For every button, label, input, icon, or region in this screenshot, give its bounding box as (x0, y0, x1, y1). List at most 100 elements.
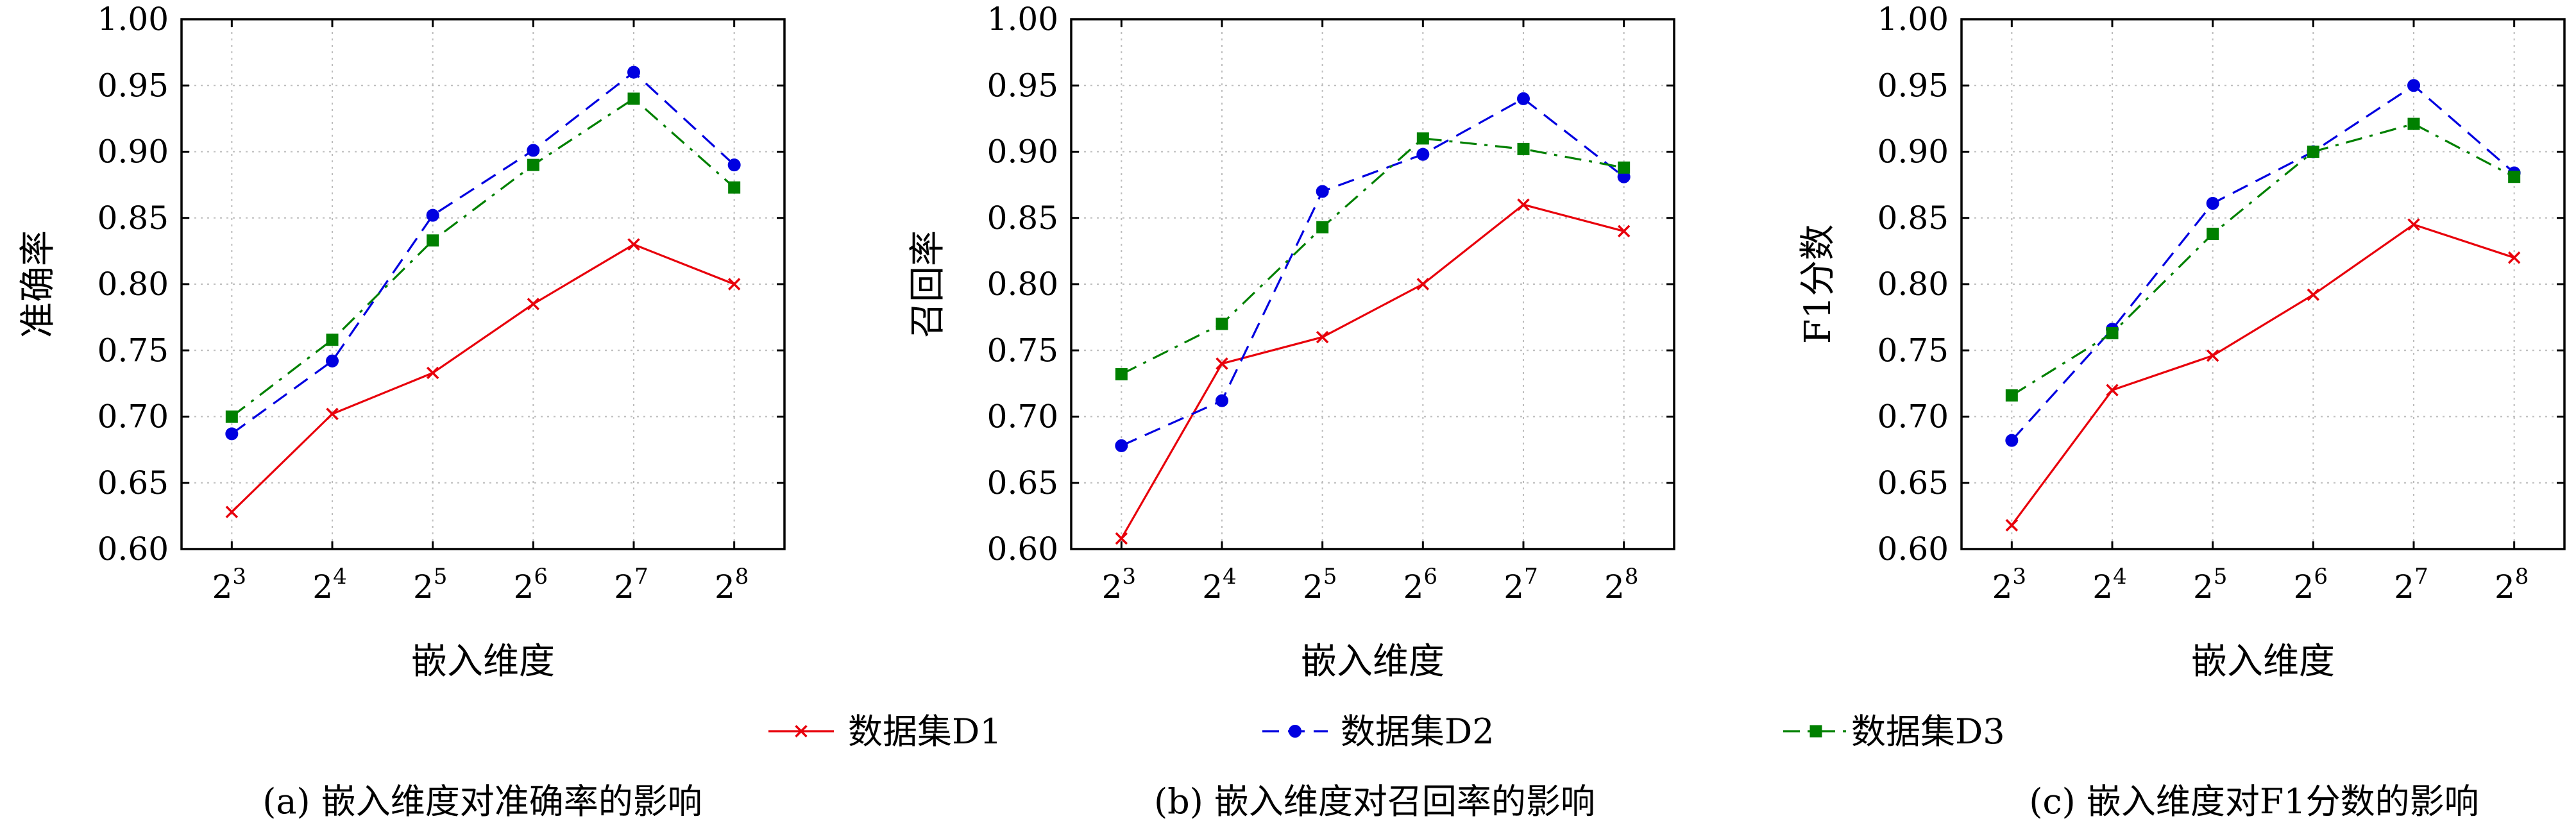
y-tick-label: 0.85 (97, 199, 169, 237)
x-tick-base: 2 (2193, 568, 2214, 606)
x-tick-exponent: 7 (1524, 564, 1538, 589)
x-tick-exponent: 6 (2314, 564, 2328, 589)
y-tick-label: 0.95 (97, 67, 169, 104)
x-tick-label: 24 (1202, 564, 1236, 606)
x-tick-label: 26 (2294, 564, 2328, 606)
x-tick-base: 2 (1202, 568, 1223, 606)
y-tick-label: 0.60 (987, 530, 1058, 568)
data-point (426, 208, 439, 222)
x-tick-exponent: 8 (735, 564, 749, 589)
data-point (2407, 117, 2420, 130)
x-tick-label: 28 (1604, 564, 1638, 606)
data-point (2005, 434, 2019, 447)
data-point (225, 505, 239, 518)
plot-frame (1070, 18, 1675, 550)
x-tick-exponent: 6 (534, 564, 548, 589)
x-tick-base: 2 (413, 568, 434, 606)
legend-marker (1809, 725, 1822, 738)
x-tick-label: 24 (2092, 564, 2126, 606)
legend-label: 数据集D3 (1851, 711, 2005, 752)
x-tick-label: 26 (514, 564, 548, 606)
x-tick-base: 2 (212, 568, 233, 606)
chart-caption: (c) 嵌入维度对F1分数的影响 (2029, 781, 2479, 822)
x-tick-label: 28 (2495, 564, 2529, 606)
series-line (2011, 84, 2515, 441)
y-tick-label: 0.85 (1877, 199, 1949, 237)
data-point (225, 427, 239, 441)
y-tick-label: 0.90 (1877, 133, 1949, 171)
data-point (1216, 318, 1228, 330)
x-tick-exponent: 4 (333, 564, 347, 589)
data-point (1517, 198, 1530, 211)
data-point (2407, 218, 2420, 231)
x-axis-label: 嵌入维度 (411, 641, 555, 682)
x-tick-base: 2 (1102, 568, 1123, 606)
data-point (2207, 228, 2219, 241)
series-3 (2005, 117, 2521, 402)
data-point (2106, 384, 2119, 396)
x-tick-base: 2 (614, 568, 634, 606)
y-tick-label: 0.80 (987, 266, 1058, 303)
y-tick-label: 0.95 (987, 67, 1058, 104)
y-tick-label: 0.70 (987, 398, 1058, 436)
data-point (527, 144, 540, 157)
y-tick-label: 0.95 (1877, 67, 1949, 104)
data-point (1416, 278, 1430, 291)
data-point (627, 65, 640, 79)
grid (182, 19, 784, 550)
x-tick-exponent: 7 (634, 564, 648, 589)
series-2 (225, 65, 741, 441)
legend-entry-3: 数据集D3 (1783, 711, 2005, 752)
y-tick-label: 0.65 (97, 464, 169, 502)
data-point (2005, 389, 2018, 402)
legend-marker (1289, 725, 1301, 738)
series-line (231, 243, 735, 513)
x-axis-label: 嵌入维度 (2191, 641, 2335, 682)
y-axis-label: F1分数 (1797, 224, 1839, 344)
plot-frame (1960, 18, 2566, 550)
series-line (2011, 223, 2515, 526)
x-tick-label: 23 (1992, 564, 2026, 606)
x-tick-base: 2 (2394, 568, 2414, 606)
x-tick-exponent: 7 (2414, 564, 2428, 589)
y-tick-label: 0.90 (97, 133, 169, 171)
chart-caption: (b) 嵌入维度对召回率的影响 (1154, 781, 1595, 822)
y-tick-label: 1.00 (987, 1, 1058, 38)
y-tick-label: 0.65 (987, 464, 1058, 502)
x-tick-base: 2 (1992, 568, 2013, 606)
legend-label: 数据集D1 (848, 711, 1002, 752)
x-tick-label: 25 (413, 564, 447, 606)
x-tick-label: 23 (212, 564, 246, 606)
series-1 (2005, 218, 2521, 532)
x-tick-exponent: 4 (2113, 564, 2127, 589)
data-point (1416, 132, 1429, 145)
y-axis-label: 准确率 (17, 230, 59, 338)
y-tick-label: 0.60 (97, 530, 169, 568)
data-point (427, 234, 439, 247)
data-point (225, 411, 238, 423)
x-tick-label: 27 (2394, 564, 2428, 606)
series-line (231, 97, 735, 418)
data-point (2507, 251, 2521, 264)
x-axis-label: 嵌入维度 (1301, 641, 1445, 682)
data-point (2206, 349, 2219, 362)
x-tick-exponent: 8 (2515, 564, 2529, 589)
data-point (2307, 146, 2319, 158)
x-tick-exponent: 8 (1625, 564, 1639, 589)
data-point (2206, 197, 2219, 210)
y-tick-label: 0.75 (97, 332, 169, 369)
series-line (1121, 97, 1625, 447)
data-point (1316, 185, 1329, 198)
data-point (1517, 92, 1530, 105)
data-point (727, 158, 741, 172)
series-line (2011, 123, 2515, 396)
data-point (1115, 368, 1128, 380)
x-tick-exponent: 6 (1423, 564, 1437, 589)
x-tick-exponent: 5 (1323, 564, 1337, 589)
x-tick-base: 2 (1303, 568, 1323, 606)
data-point (326, 354, 339, 368)
series-line (1120, 203, 1625, 539)
y-tick-label: 1.00 (1877, 1, 1949, 38)
